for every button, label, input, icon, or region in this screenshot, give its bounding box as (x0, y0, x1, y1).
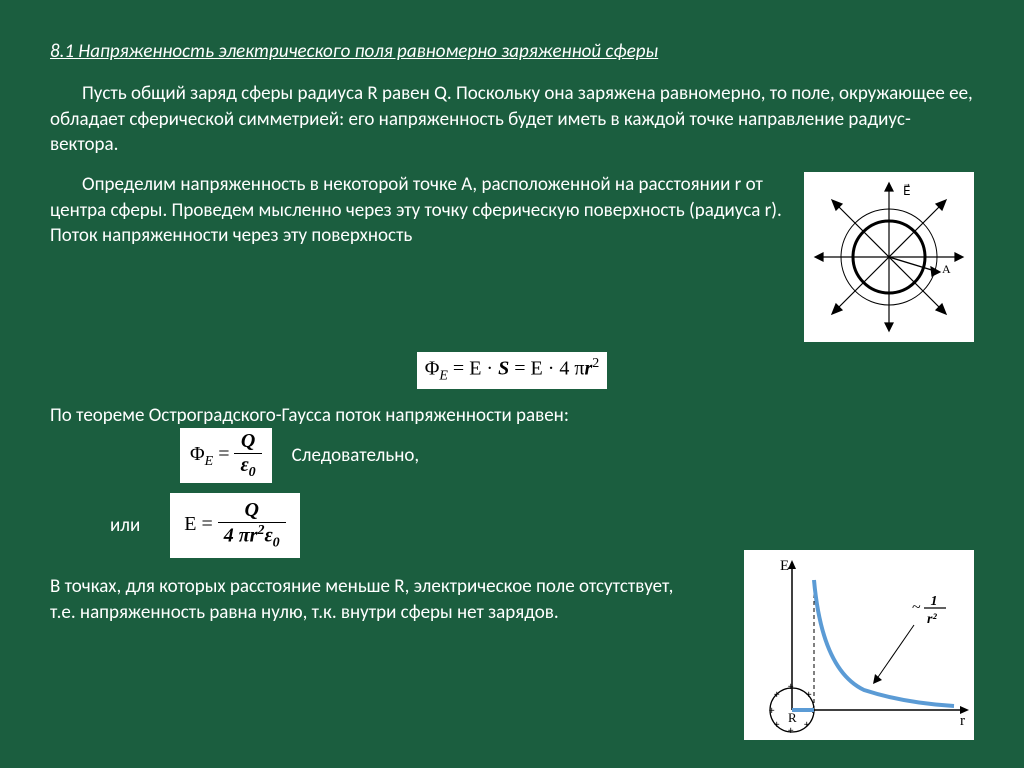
svg-text:+: + (788, 724, 794, 737)
or-label: или (110, 514, 140, 537)
axis-y-label: E (780, 558, 789, 574)
section-heading: 8.1 Напряженность электрического поля ра… (50, 40, 974, 63)
svg-text:+: + (788, 680, 794, 693)
axis-x-label: r (960, 713, 965, 729)
svg-text:+: + (774, 718, 780, 731)
paragraph-4: В точках, для которых расстояние меньше … (50, 574, 690, 625)
figure-sphere: E⃗ A (804, 172, 974, 342)
svg-text:1: 1 (931, 594, 938, 609)
paragraph-2: Определим напряженность в некоторой точк… (50, 172, 786, 249)
formula-2-row: ΦE = Qε0 Следовательно, (50, 428, 974, 483)
paragraph-1: Пусть общий заряд сферы радиуса R равен … (50, 81, 974, 158)
formula-gauss: ΦE = Qε0 (180, 428, 272, 483)
formula-1-wrap: ΦE = E · S = E · 4 πr2 (50, 352, 974, 389)
svg-text:+: + (804, 718, 810, 731)
svg-text:+: + (806, 688, 812, 701)
tilde-label: ~ (912, 599, 921, 616)
formula-result: E = Q4 πr2ε0 (172, 495, 297, 556)
consequently-label: Следовательно, (292, 444, 419, 467)
formula-flux-surface: ΦE = E · S = E · 4 πr2 (417, 352, 608, 389)
svg-text:+: + (774, 688, 780, 701)
formula-result-box: E = Q4 πr2ε0 (170, 493, 299, 558)
figure-graph: E r + + + + + + + + R ~ 1 r² (744, 550, 974, 740)
curve-den: r² (927, 612, 937, 627)
paragraph-3: По теореме Остроградского-Гаусса поток н… (50, 403, 974, 429)
formula-3-row: или E = Q4 πr2ε0 (110, 493, 974, 558)
fig1-label-A: A (942, 262, 951, 276)
svg-text:+: + (769, 704, 775, 717)
curve-num: 1 (931, 594, 938, 609)
fig1-label-E: E⃗ (903, 183, 911, 198)
row-text-figure: Определим напряженность в некоторой точк… (50, 172, 974, 342)
label-R: R (788, 710, 797, 725)
